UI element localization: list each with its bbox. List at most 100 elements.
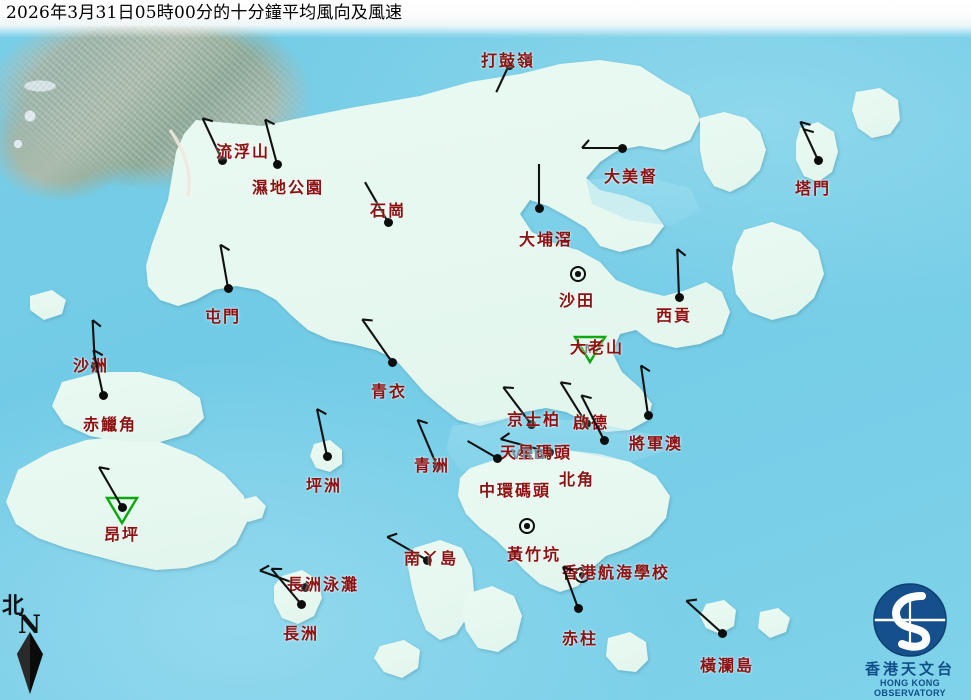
wind-barb-icon xyxy=(92,349,105,396)
wind-barb-icon xyxy=(562,565,579,609)
svg-text:M: M xyxy=(585,341,596,356)
station-label-24: 香港航海學校 xyxy=(562,563,671,582)
station-label-4: 大美督 xyxy=(604,167,659,186)
station-label-23: 黃竹坑 xyxy=(507,545,562,564)
wind-barb-icon xyxy=(537,164,541,208)
station-label-27: 長洲 xyxy=(283,624,320,643)
land-sai-kung-east xyxy=(732,222,824,320)
station-label-9: 大老山 xyxy=(570,338,625,357)
station-label-28: 赤柱 xyxy=(562,629,599,648)
station-label-0: 打鼓嶺 xyxy=(481,51,536,70)
station-label-15: 坪洲 xyxy=(306,476,343,495)
logo-text-zh: 香港天文台 xyxy=(864,660,955,678)
station-dot xyxy=(813,155,823,165)
north-arrow-icon xyxy=(17,632,43,694)
station-dot xyxy=(272,159,282,169)
land-cheung-chau xyxy=(274,570,322,624)
station-label-8: 西貢 xyxy=(656,306,693,325)
compass-rose: 北 N xyxy=(2,588,58,696)
station-label-13: 青衣 xyxy=(371,382,408,401)
station-dot xyxy=(643,410,653,420)
station-dot xyxy=(534,203,544,213)
station-label-19: 中環碼頭 xyxy=(479,481,552,500)
station-label-16: 京士柏 xyxy=(507,410,562,429)
hko-emblem-icon xyxy=(873,583,947,657)
land-islet-c xyxy=(238,496,266,522)
shenzhen-bay-bridge xyxy=(168,129,191,197)
land-lamma-south xyxy=(462,586,522,652)
wind-barb-icon xyxy=(364,181,389,223)
page-title: 2026年3月31日05時00分的十分鐘平均風向及風速 xyxy=(6,3,403,23)
wind-barb-icon xyxy=(639,364,651,416)
wind-barb-icon xyxy=(259,564,306,588)
wind-barb-icon xyxy=(219,243,231,289)
station-label-7: 沙田 xyxy=(559,291,596,310)
station-dot xyxy=(90,361,100,371)
station-label-11: 沙洲 xyxy=(73,356,110,375)
station-dot xyxy=(599,435,609,445)
wind-barb-icon xyxy=(467,440,498,459)
station-dot xyxy=(674,292,684,302)
station-label-18: 天星碼頭 xyxy=(500,443,573,462)
station-dot xyxy=(300,582,310,592)
variable-wind-label: VRB xyxy=(511,446,546,463)
wind-barb-icon xyxy=(416,419,438,467)
calm-station-icon xyxy=(570,266,586,282)
station-label-12: 赤鱲角 xyxy=(83,415,138,434)
station-label-14: 青洲 xyxy=(414,456,451,475)
wind-barb-icon xyxy=(315,408,329,457)
station-dot xyxy=(581,418,591,428)
calm-station-icon xyxy=(574,567,590,583)
wind-barb-icon xyxy=(201,117,223,161)
station-label-25: 南丫島 xyxy=(404,549,459,568)
station-label-21: 將軍澳 xyxy=(629,434,684,453)
wind-barb-icon xyxy=(685,598,723,634)
wind-barb-icon xyxy=(495,64,510,93)
wind-barb-icon xyxy=(361,318,393,363)
land-chek-lap-kok xyxy=(52,372,204,442)
wind-barb-icon xyxy=(581,139,622,150)
wind-barb-icon xyxy=(580,394,605,441)
station-label-26: 長洲泳灘 xyxy=(287,575,360,594)
station-dot xyxy=(383,217,393,227)
station-dot xyxy=(492,453,502,463)
station-dot xyxy=(98,390,108,400)
station-dot xyxy=(717,628,727,638)
station-label-1: 流浮山 xyxy=(216,142,271,161)
station-dot xyxy=(322,451,332,461)
station-dot xyxy=(217,155,227,165)
land-waglan xyxy=(700,600,736,634)
land-sai-kung xyxy=(700,112,766,192)
wind-barb-icon xyxy=(386,532,428,561)
station-label-2: 濕地公園 xyxy=(252,178,325,197)
station-dot xyxy=(544,447,554,457)
shallow-water-tolo xyxy=(586,176,700,226)
wind-barb-icon xyxy=(270,567,302,605)
compass-label-en: N xyxy=(18,610,41,639)
land-islet-b xyxy=(374,640,420,678)
station-dot xyxy=(617,143,627,153)
land-lantau xyxy=(6,436,248,570)
maintenance-triangle-icon: M xyxy=(572,335,608,365)
land-po-toi xyxy=(606,632,648,672)
station-dot xyxy=(526,419,536,429)
land-islet-nw xyxy=(30,290,66,320)
station-dot xyxy=(223,283,233,293)
title-bar: 2026年3月31日05時00分的十分鐘平均風向及風速 xyxy=(0,0,971,26)
wind-barb-icon xyxy=(676,248,687,298)
station-dot xyxy=(504,60,514,70)
station-label-10: 屯門 xyxy=(205,307,242,326)
compass-label-cn: 北 xyxy=(2,593,25,619)
calm-station-icon xyxy=(519,518,535,534)
land-ne-islands xyxy=(852,88,900,138)
land-islet-a xyxy=(758,608,790,638)
station-label-6: 大埔滘 xyxy=(519,230,574,249)
station-label-22: 昂坪 xyxy=(104,525,141,544)
station-label-20: 北角 xyxy=(559,470,596,489)
station-dot xyxy=(387,357,397,367)
land-hong-kong-island xyxy=(458,450,670,592)
station-label-3: 石崗 xyxy=(370,201,407,220)
maintenance-triangle-icon xyxy=(104,496,140,526)
